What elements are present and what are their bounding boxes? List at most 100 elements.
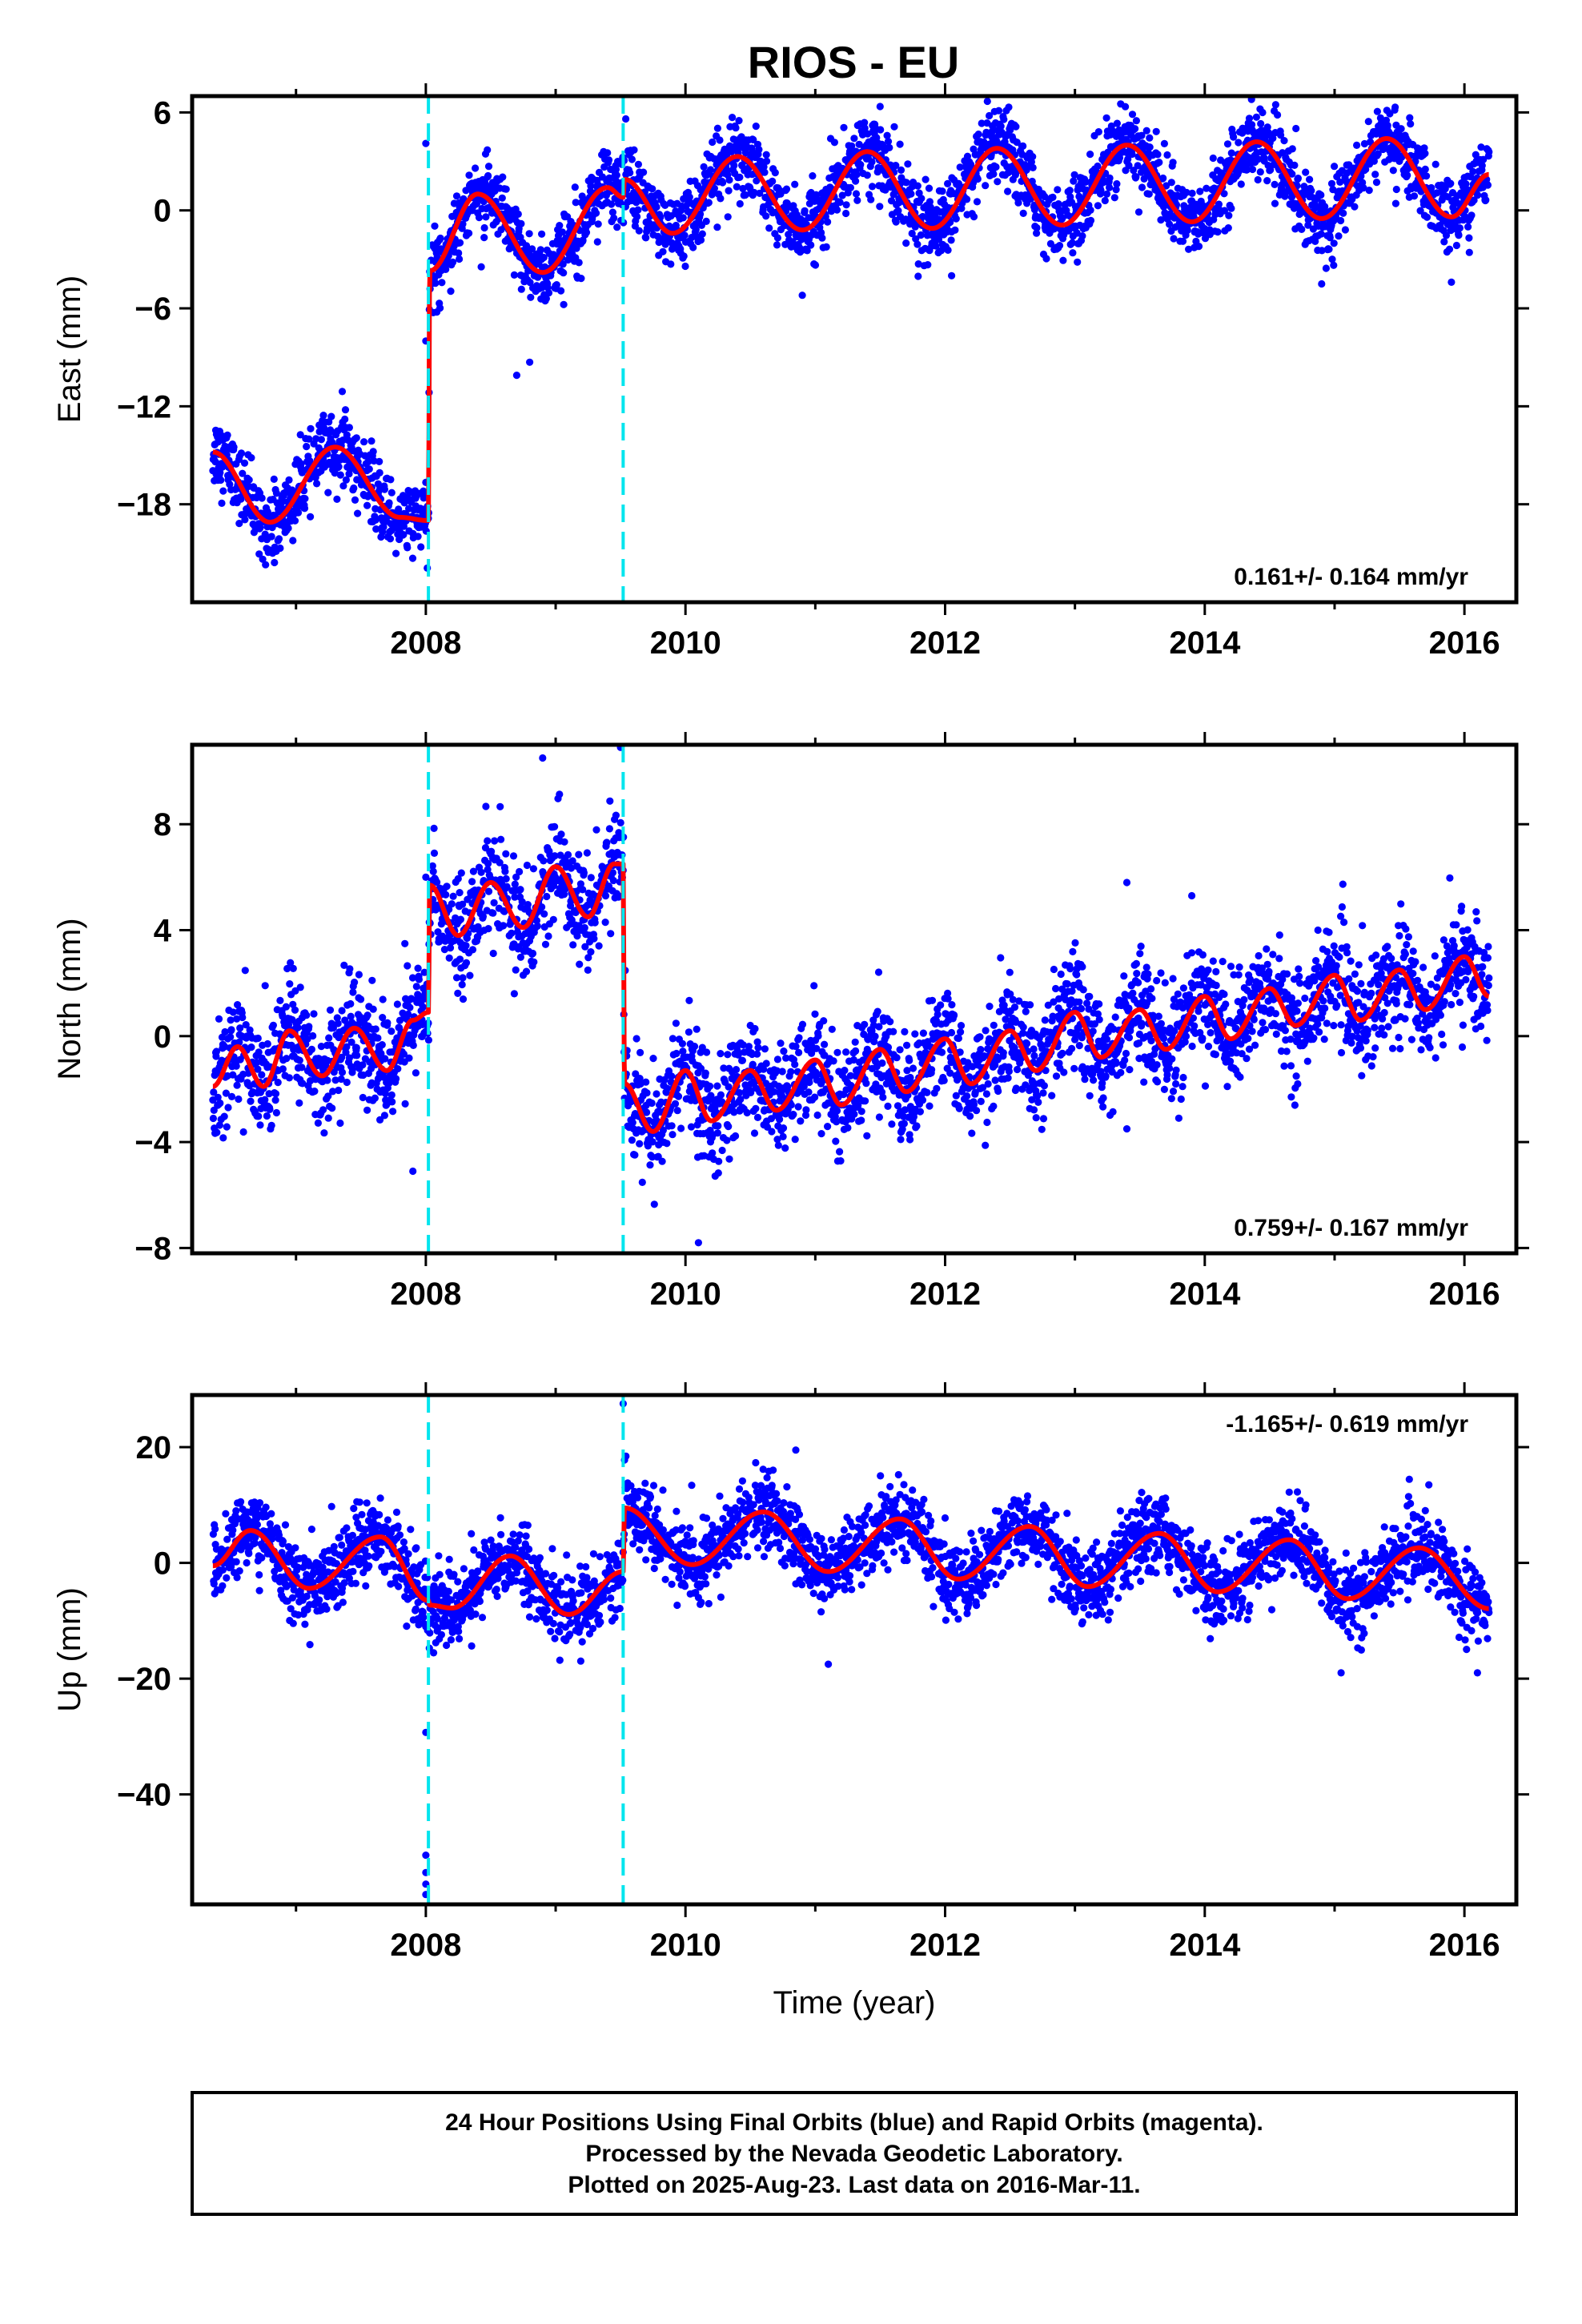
- data-point: [1160, 139, 1168, 147]
- data-point: [780, 1047, 788, 1055]
- data-point: [267, 1121, 275, 1129]
- data-point: [1146, 134, 1154, 142]
- data-point: [1054, 186, 1062, 194]
- data-point-outlier: [1447, 278, 1456, 286]
- data-point: [842, 209, 850, 218]
- data-point: [610, 214, 618, 222]
- data-point: [261, 1096, 269, 1104]
- data-point: [455, 249, 463, 257]
- data-point: [549, 915, 557, 923]
- data-point: [628, 155, 636, 163]
- data-point: [690, 1043, 699, 1051]
- model-fit-line: [211, 136, 1491, 525]
- data-point: [239, 1013, 247, 1022]
- data-point: [974, 175, 982, 183]
- data-point: [832, 1137, 840, 1145]
- data-point: [913, 182, 921, 190]
- data-point: [1014, 199, 1022, 207]
- data-point: [497, 835, 505, 843]
- data-point: [1070, 177, 1078, 185]
- data-point: [233, 1081, 241, 1089]
- data-point: [317, 436, 325, 444]
- data-point: [1271, 101, 1279, 109]
- data-point: [685, 1028, 693, 1036]
- data-point: [773, 241, 781, 249]
- data-point: [256, 524, 264, 532]
- data-point: [724, 1051, 732, 1059]
- data-point: [556, 790, 564, 798]
- data-point: [341, 406, 350, 414]
- data-point: [408, 554, 417, 562]
- data-point: [258, 494, 266, 502]
- data-point: [271, 558, 279, 567]
- data-point: [267, 533, 275, 541]
- data-point: [677, 1124, 685, 1132]
- data-point: [833, 206, 841, 214]
- data-point: [753, 1113, 762, 1121]
- data-point: [896, 140, 904, 148]
- data-point: [763, 157, 771, 165]
- data-point: [700, 163, 708, 171]
- data-point: [873, 1007, 881, 1015]
- data-point: [628, 1136, 636, 1144]
- data-point: [560, 269, 568, 277]
- data-point: [1421, 150, 1429, 158]
- data-point: [223, 431, 231, 440]
- data-point: [913, 240, 921, 248]
- data-point: [973, 198, 982, 206]
- data-point: [443, 883, 451, 891]
- data-point: [282, 1003, 290, 1011]
- data-point: [1330, 239, 1338, 247]
- data-point: [1170, 235, 1178, 243]
- data-point: [606, 797, 614, 805]
- data-point: [489, 909, 497, 917]
- data-point: [227, 1016, 235, 1024]
- data-point: [334, 1019, 342, 1027]
- data-point: [925, 184, 934, 192]
- data-point: [913, 1122, 921, 1130]
- data-point-outlier: [798, 292, 806, 300]
- data-point: [269, 1021, 277, 1029]
- data-point: [1292, 124, 1300, 133]
- data-point: [371, 516, 379, 524]
- data-point: [1049, 193, 1057, 201]
- data-point: [500, 922, 508, 930]
- data-point: [1019, 209, 1027, 217]
- data-point: [219, 487, 227, 495]
- data-point: [1391, 103, 1399, 111]
- data-point: [1274, 111, 1282, 119]
- data-point: [814, 1032, 822, 1040]
- data-point: [667, 260, 675, 268]
- data-point: [631, 1151, 639, 1159]
- data-point: [541, 940, 550, 948]
- data-point: [430, 824, 438, 832]
- data-point: [438, 279, 446, 287]
- data-point: [468, 878, 476, 886]
- data-point: [673, 1107, 681, 1115]
- data-point: [285, 1074, 293, 1082]
- data-point: [1474, 191, 1482, 199]
- data-point: [551, 822, 559, 830]
- data-point: [459, 995, 468, 1003]
- data-point: [904, 160, 912, 168]
- data-point: [813, 1111, 821, 1120]
- data-point: [822, 243, 830, 251]
- data-point: [559, 260, 567, 268]
- data-point: [1113, 119, 1121, 127]
- data-point: [359, 1093, 367, 1102]
- data-point: [725, 187, 733, 195]
- data-point: [857, 161, 865, 169]
- data-point: [482, 213, 490, 221]
- data-point: [990, 170, 998, 178]
- data-point: [354, 509, 362, 517]
- data-point: [529, 865, 538, 873]
- data-point: [516, 953, 525, 961]
- data-point: [254, 1034, 262, 1043]
- data-point: [725, 1155, 733, 1163]
- data-point: [863, 171, 871, 179]
- data-point: [1152, 127, 1160, 135]
- data-point: [635, 227, 643, 235]
- data-point: [994, 107, 1003, 115]
- data-point: [331, 469, 339, 477]
- data-point: [291, 1006, 299, 1014]
